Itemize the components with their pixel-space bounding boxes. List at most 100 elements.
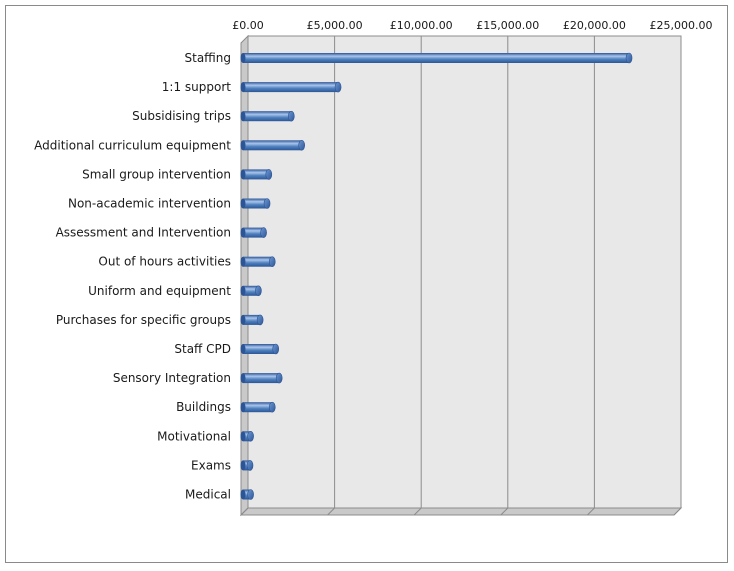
bar-start-cap [240,285,246,296]
gridline-floor [673,507,682,516]
bar-start-cap [240,489,246,500]
bar-start-cap [240,169,246,180]
gridline-floor [500,507,509,516]
category-label: Exams [191,458,231,472]
bar-end-cap [275,372,283,384]
bar-start-cap [240,344,246,354]
bar-end-cap [287,110,295,122]
category-label: Staffing [185,51,232,65]
bar-body [243,314,261,325]
x-tick-label: £5,000.00 [307,19,363,32]
bar-body [243,344,276,354]
category-label: Motivational [157,429,231,443]
bar [240,256,276,268]
category-label: Uniform and equipment [88,284,231,298]
category-label: Non-academic intervention [68,197,231,211]
plot-floor [239,507,683,516]
bar-body [243,169,269,180]
bar-body [243,227,264,238]
category-label: 1:1 support [162,80,231,94]
bar-start-cap [240,111,246,122]
category-label: Medical [185,488,231,502]
gridline-floor [413,507,422,516]
bar-body [243,285,259,296]
gridline-floor [327,507,335,516]
category-label: Assessment and Intervention [56,226,231,240]
category-label: Purchases for specific groups [56,313,231,327]
plot-side-wall [240,34,249,517]
gridline-floor [587,507,595,516]
bar-end-cap [272,343,280,355]
bar-start-cap [240,431,246,442]
bar-body [243,53,630,63]
bar [240,198,271,209]
gridline-floor [240,507,249,516]
category-labels: Staffing 1:1 support Subsidising trips Addi… [34,51,231,502]
bar [240,140,305,151]
bar-end-cap [256,314,264,326]
bar-start-cap [240,53,246,63]
bar [240,285,262,297]
bar-start-cap [240,82,246,93]
bar [240,372,283,384]
bar-body [243,373,280,384]
bar-body [243,402,273,413]
bar-body [243,82,339,93]
x-tick-label: £25,000.00 [650,19,713,32]
bar-end-cap [265,169,273,180]
bar-end-cap [268,401,276,413]
bar-start-cap [240,140,246,151]
bar-end-cap [334,81,342,93]
bar-start-cap [240,227,246,238]
bar-body [243,256,273,267]
bar-end-cap [255,285,262,297]
category-label: Staff CPD [174,342,231,356]
bar-start-cap [240,198,246,209]
bar-end-cap [298,140,305,151]
bar [240,52,633,64]
bar-start-cap [240,373,246,384]
bar-end-cap [268,256,276,268]
bar [240,343,280,355]
bar-start-cap [240,256,246,267]
x-tick-label: £20,000.00 [563,19,626,32]
bar-end-cap [247,430,254,442]
bar [240,401,276,413]
bar-body [243,140,302,151]
bar [240,169,273,180]
plot-back-wall [247,35,682,509]
bar-body [243,198,268,209]
category-label: Subsidising trips [132,109,231,123]
bar-end-cap [246,460,254,471]
bars [240,52,633,500]
bar [240,489,254,500]
bar-start-cap [240,314,246,325]
bar-body [243,111,292,122]
x-tick-label: £10,000.00 [390,19,453,32]
bar-body [243,489,251,500]
category-label: Buildings [176,400,231,414]
bar-end-cap [260,227,267,238]
bar-end-cap [263,198,271,209]
bar [240,227,267,238]
x-tick-label: £0.00 [232,19,264,32]
category-label: Additional curriculum equipment [34,138,231,152]
bar [240,430,254,442]
plot-background [239,34,683,517]
bar [240,110,295,122]
x-axis-tick-labels: £0.00 £5,000.00 £10,000.00 £15,000.00 £20,00… [232,19,712,32]
bar [240,81,342,93]
bar-start-cap [240,402,246,413]
bar [240,314,264,326]
bar-body [243,431,251,442]
bar-end-cap [625,52,633,64]
bar-start-cap [240,460,246,471]
category-label: Small group intervention [82,167,231,181]
bar-end-cap [247,489,254,500]
category-label: Sensory Integration [113,371,231,385]
bar-body [243,460,250,471]
bar [240,460,254,471]
category-label: Out of hours activities [98,255,231,269]
x-tick-label: £15,000.00 [476,19,539,32]
